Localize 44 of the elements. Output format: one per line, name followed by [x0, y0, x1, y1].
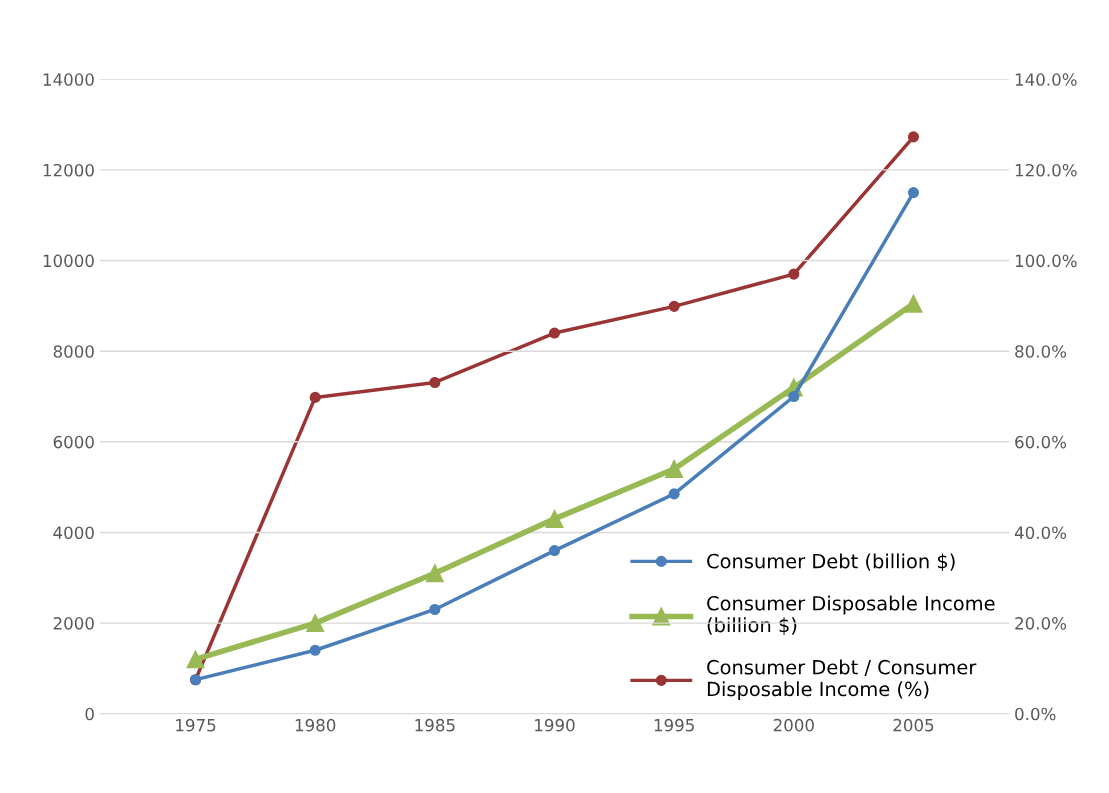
point [545, 509, 564, 528]
point [907, 131, 920, 143]
point [186, 650, 205, 669]
y2-tick-label: 60.0% [1015, 435, 1067, 449]
legend-label: Consumer Debt / Consumer Disposable Income (%) [707, 659, 977, 701]
y2-tick-label: 20.0% [1015, 617, 1067, 630]
point [425, 564, 444, 583]
point [788, 390, 800, 403]
x-tick-label: 1990 [535, 718, 575, 732]
x-tick-label: 1985 [415, 718, 455, 732]
y-tick-label: 4000 [53, 526, 94, 540]
point [309, 644, 321, 656]
point [668, 488, 680, 500]
y-tick-label: 8000 [53, 345, 94, 358]
x-tick-label: 2005 [893, 718, 934, 732]
point [429, 376, 441, 389]
y2-tick-label: 40.0% [1014, 526, 1067, 540]
y-tick-label: 6000 [53, 435, 94, 449]
x-tick-label: 1980 [295, 718, 336, 732]
point [788, 268, 800, 280]
y-tick-label: 14000 [43, 73, 94, 86]
y-tick-label: 10000 [43, 254, 94, 268]
y2-tick-label: 140.0% [1015, 73, 1077, 86]
x-tick-label: 2000 [773, 718, 814, 732]
y-tick-label: 2000 [53, 617, 94, 630]
point [907, 187, 920, 199]
y2-tick-label: 80.0% [1015, 345, 1067, 358]
point [665, 459, 684, 479]
point [429, 603, 441, 616]
point [306, 614, 325, 633]
x-tick-label: 1975 [176, 718, 216, 732]
point [548, 545, 561, 557]
point [904, 294, 923, 313]
y2-tick-label: 0.0% [1015, 707, 1056, 721]
y2-tick-label: 100.0% [1015, 254, 1077, 268]
legend-label: Consumer Disposable Income (billion $) [707, 595, 995, 635]
y-tick-label: 0 [85, 707, 94, 721]
point [309, 391, 321, 403]
y-tick-label: 12000 [43, 163, 94, 177]
point [668, 300, 680, 312]
y2-tick-label: 120.0% [1015, 163, 1077, 177]
legend-label: Consumer Debt (billion $) [707, 553, 955, 572]
x-tick-label: 1995 [654, 718, 694, 732]
point [548, 327, 561, 339]
